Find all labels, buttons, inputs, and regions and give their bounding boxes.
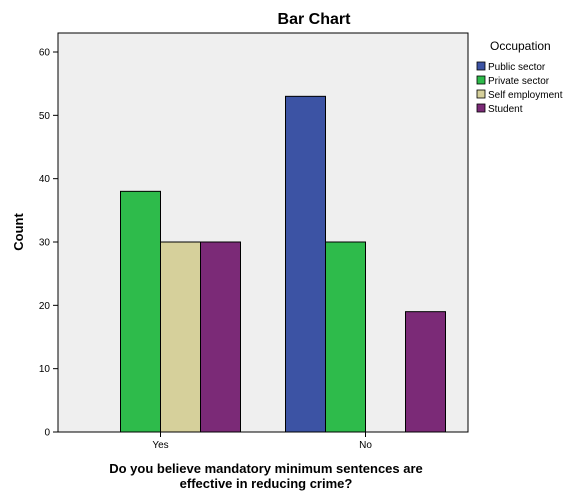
y-tick-label: 50 <box>39 111 51 122</box>
y-tick-label: 20 <box>39 301 51 312</box>
x-axis-title-line-2: effective in reducing crime? <box>180 476 353 491</box>
y-tick-label: 0 <box>44 428 50 439</box>
bars <box>120 95 446 433</box>
y-axis: 0 10 20 30 40 50 60 <box>39 48 58 439</box>
bar <box>325 241 366 433</box>
bar <box>285 95 326 433</box>
bar <box>200 241 241 433</box>
legend: Occupation Public sector Private sector Se… <box>476 39 563 115</box>
y-tick-label: 30 <box>39 238 51 249</box>
legend-swatch <box>476 89 486 99</box>
bar <box>160 241 201 433</box>
legend-title: Occupation <box>490 39 551 53</box>
y-axis-title: Count <box>11 213 26 251</box>
legend-swatch <box>476 61 486 71</box>
bar <box>120 190 161 433</box>
legend-label: Private sector <box>488 76 550 87</box>
x-tick-label: No <box>359 440 372 451</box>
y-tick-label: 40 <box>39 174 51 185</box>
legend-label: Public sector <box>488 62 546 73</box>
x-tick-label: Yes <box>152 440 168 451</box>
legend-label: Self employment <box>488 90 563 101</box>
x-axis-title-line-1: Do you believe mandatory minimum sentenc… <box>109 461 423 476</box>
chart-title: Bar Chart <box>278 11 352 28</box>
x-axis: Yes No <box>152 432 372 451</box>
y-tick-label: 60 <box>39 48 51 59</box>
legend-swatch <box>476 75 486 85</box>
legend-label: Student <box>488 104 523 115</box>
legend-swatch <box>476 103 486 113</box>
y-tick-label: 10 <box>39 364 51 375</box>
bar <box>405 311 446 433</box>
